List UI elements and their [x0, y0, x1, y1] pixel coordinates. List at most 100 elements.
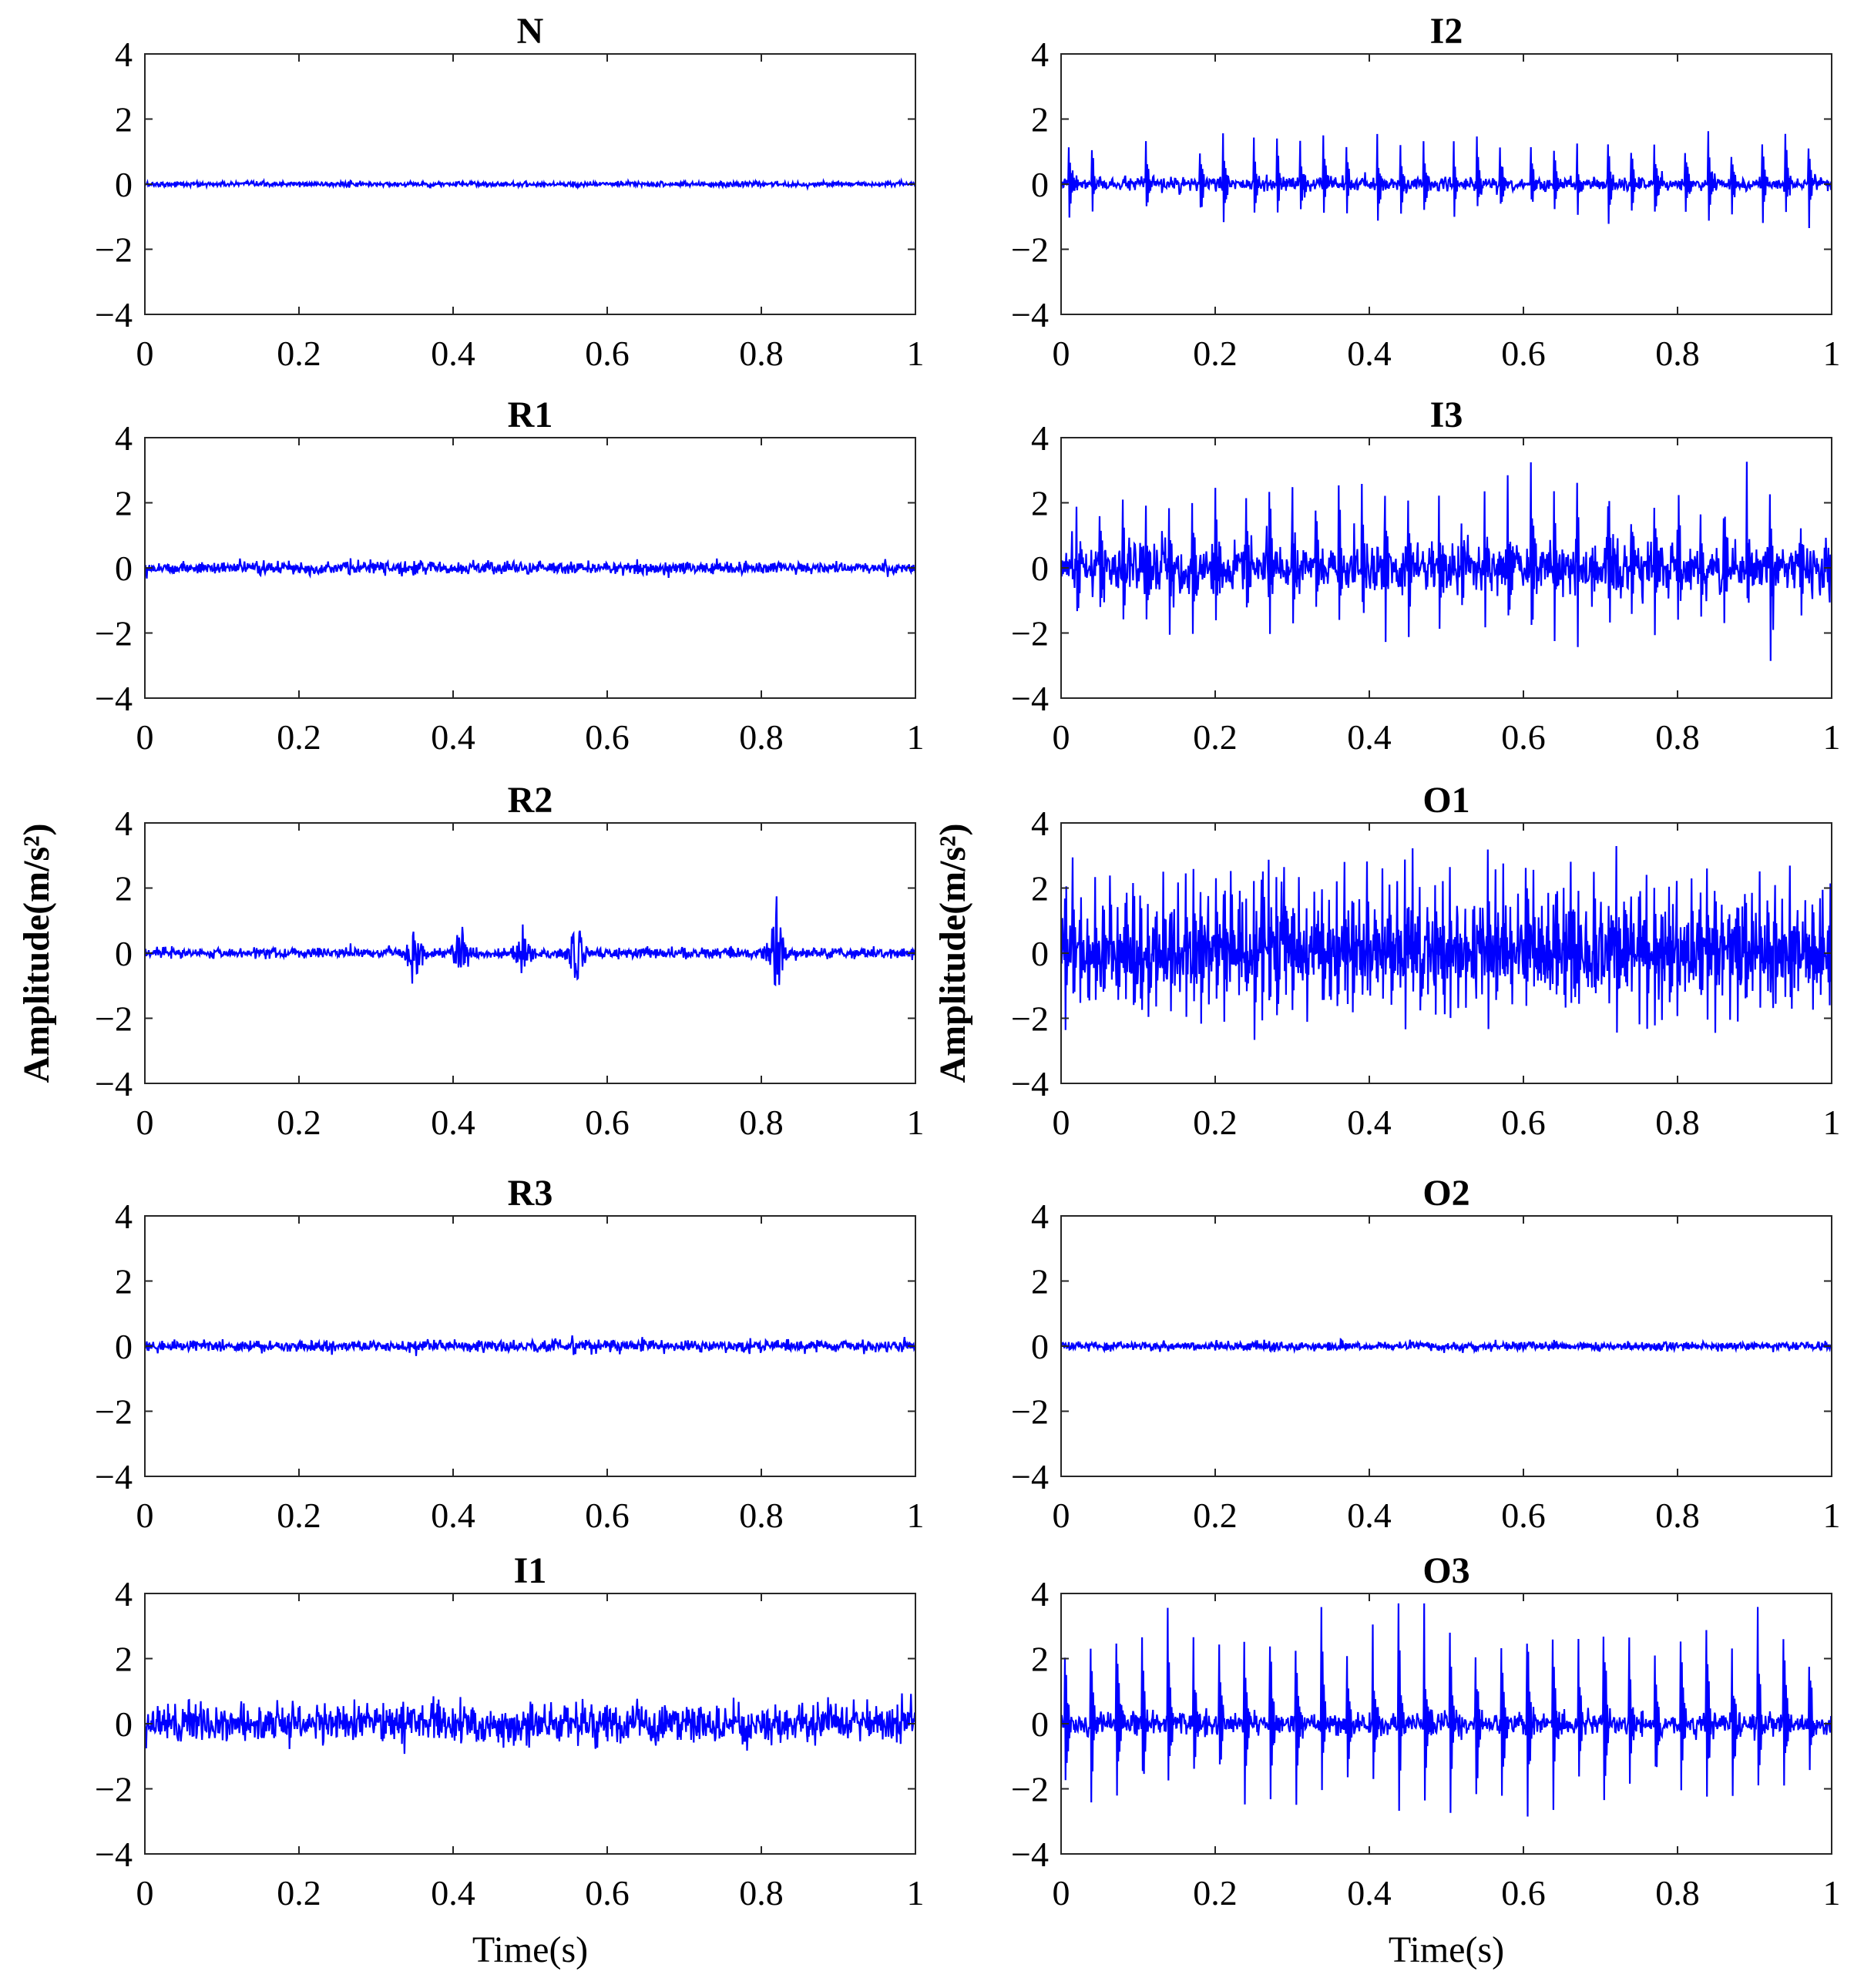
- y-tick-label: 2: [1031, 1262, 1049, 1301]
- x-tick-label: 0.2: [1193, 717, 1238, 757]
- y-tick-label: 0: [115, 934, 133, 973]
- subplot-title: R3: [508, 1173, 553, 1214]
- y-tick-label: 2: [1031, 100, 1049, 139]
- x-tick-label: 0.2: [1193, 1873, 1238, 1912]
- y-tick-label: −4: [95, 1457, 133, 1496]
- x-tick-label: 0.2: [277, 1496, 321, 1535]
- subplot-r3: 0 0.2 0.4 0.6 0.8 1 4 2 0 −2 −4 R3: [95, 1173, 924, 1535]
- x-tick-label: 0.4: [1347, 334, 1392, 373]
- y-tick-label: −4: [1011, 1457, 1049, 1496]
- x-tick-label: 0: [1053, 1873, 1070, 1912]
- y-tick-label: 4: [115, 804, 133, 843]
- x-tick-label: 0.4: [431, 1496, 475, 1535]
- y-tick-label: 0: [1031, 1704, 1049, 1744]
- x-tick-label: 0.2: [277, 1103, 321, 1142]
- subplot-n: 0 0.2 0.4 0.6 0.8 1 4 2 0 −2 −4 N: [95, 11, 924, 373]
- x-tick-label: 0: [1053, 717, 1070, 757]
- x-tick-label: 0.6: [585, 717, 630, 757]
- y-axis-label: Amplitude(m/s²): [932, 823, 973, 1083]
- x-tick-label: 0.8: [1655, 1873, 1700, 1912]
- y-tick-label: 2: [1031, 869, 1049, 908]
- x-tick-label: 0.4: [431, 1103, 475, 1142]
- subplot-i2: 0 0.2 0.4 0.6 0.8 1 4 2 0 −2 −4 I2: [1011, 11, 1840, 373]
- x-tick-label: 1: [907, 717, 925, 757]
- y-tick-label: −4: [95, 1064, 133, 1103]
- x-tick-label: 0: [136, 334, 154, 373]
- y-tick-label: 0: [1031, 1327, 1049, 1366]
- y-tick-label: 2: [115, 100, 133, 139]
- subplot-title: R1: [508, 395, 553, 435]
- x-tick-label: 0.2: [277, 717, 321, 757]
- y-tick-label: 2: [115, 1640, 133, 1679]
- y-tick-label: 2: [115, 869, 133, 908]
- y-tick-label: 2: [1031, 484, 1049, 523]
- x-tick-label: 1: [1823, 1873, 1841, 1912]
- x-tick-label: 0: [1053, 1496, 1070, 1535]
- x-tick-label: 0.4: [431, 717, 475, 757]
- y-tick-label: −2: [95, 230, 133, 270]
- y-tick-label: 4: [1031, 1197, 1049, 1236]
- x-tick-label: 0.8: [739, 717, 784, 757]
- y-tick-label: −2: [95, 1770, 133, 1809]
- y-tick-label: 4: [115, 35, 133, 74]
- y-tick-label: −4: [1011, 295, 1049, 334]
- x-tick-label: 0.4: [1347, 1496, 1392, 1535]
- subplot-title: O2: [1422, 1173, 1469, 1214]
- x-tick-label: 0: [136, 1496, 154, 1535]
- y-tick-label: −2: [1011, 1770, 1049, 1809]
- y-tick-label: 2: [1031, 1640, 1049, 1679]
- subplot-o3: 0 0.2 0.4 0.6 0.8 1 4 2 0 −2 −4 O3 Time(s): [1011, 1550, 1840, 1970]
- y-tick-label: 4: [115, 1574, 133, 1614]
- y-tick-label: 4: [1031, 1574, 1049, 1614]
- x-tick-label: 0.6: [1501, 1496, 1546, 1535]
- y-tick-label: −2: [1011, 999, 1049, 1039]
- x-tick-label: 0.8: [739, 1103, 784, 1142]
- y-tick-label: −4: [95, 679, 133, 718]
- series-line-i3: [1061, 462, 1832, 661]
- y-tick-label: −2: [95, 614, 133, 653]
- x-tick-label: 0.4: [431, 334, 475, 373]
- x-tick-label: 0: [136, 1103, 154, 1142]
- x-tick-label: 1: [1823, 334, 1841, 373]
- series-line-r3: [145, 1335, 915, 1356]
- x-tick-label: 1: [1823, 1103, 1841, 1142]
- y-tick-label: −4: [1011, 679, 1049, 718]
- y-tick-label: 4: [1031, 804, 1049, 843]
- series-line-i2: [1061, 131, 1832, 229]
- y-tick-label: 4: [1031, 418, 1049, 458]
- x-tick-label: 1: [1823, 1496, 1841, 1535]
- x-tick-label: 0.6: [585, 1873, 630, 1912]
- y-tick-label: −2: [1011, 230, 1049, 270]
- subplot-o2: 0 0.2 0.4 0.6 0.8 1 4 2 0 −2 −4 O2: [1011, 1173, 1840, 1535]
- x-tick-label: 0.2: [1193, 334, 1238, 373]
- x-tick-label: 0.6: [1501, 1103, 1546, 1142]
- y-tick-label: 0: [115, 1327, 133, 1366]
- y-tick-label: 0: [115, 1704, 133, 1744]
- y-tick-label: −2: [1011, 1392, 1049, 1432]
- subplot-r2: 0 0.2 0.4 0.6 0.8 1 4 2 0 −2 −4 R2 Amplitude(m/s²): [16, 780, 925, 1142]
- y-tick-label: 0: [115, 549, 133, 588]
- y-tick-label: −2: [95, 1392, 133, 1432]
- subplot-title: N: [517, 11, 544, 52]
- subplot-title: O3: [1422, 1550, 1469, 1591]
- y-tick-label: 0: [1031, 165, 1049, 204]
- x-tick-label: 0.6: [585, 334, 630, 373]
- x-tick-label: 1: [907, 1873, 925, 1912]
- series-line-i1: [145, 1693, 915, 1755]
- y-tick-label: 2: [115, 484, 133, 523]
- x-tick-label: 0: [136, 1873, 154, 1912]
- y-tick-label: −4: [95, 1835, 133, 1874]
- x-tick-label: 0.6: [585, 1496, 630, 1535]
- x-axis-label: Time(s): [472, 1929, 588, 1970]
- y-tick-label: 4: [115, 1197, 133, 1236]
- subplot-title: I2: [1430, 11, 1463, 52]
- y-tick-label: 4: [1031, 35, 1049, 74]
- series-line-r1: [145, 558, 915, 579]
- y-tick-label: 0: [1031, 549, 1049, 588]
- x-tick-label: 0.8: [1655, 334, 1700, 373]
- x-tick-label: 0.2: [1193, 1496, 1238, 1535]
- y-tick-label: 4: [115, 418, 133, 458]
- x-tick-label: 1: [1823, 717, 1841, 757]
- subplot-i1: 0 0.2 0.4 0.6 0.8 1 4 2 0 −2 −4 I1 Time(s): [95, 1550, 924, 1970]
- x-tick-label: 0.2: [277, 334, 321, 373]
